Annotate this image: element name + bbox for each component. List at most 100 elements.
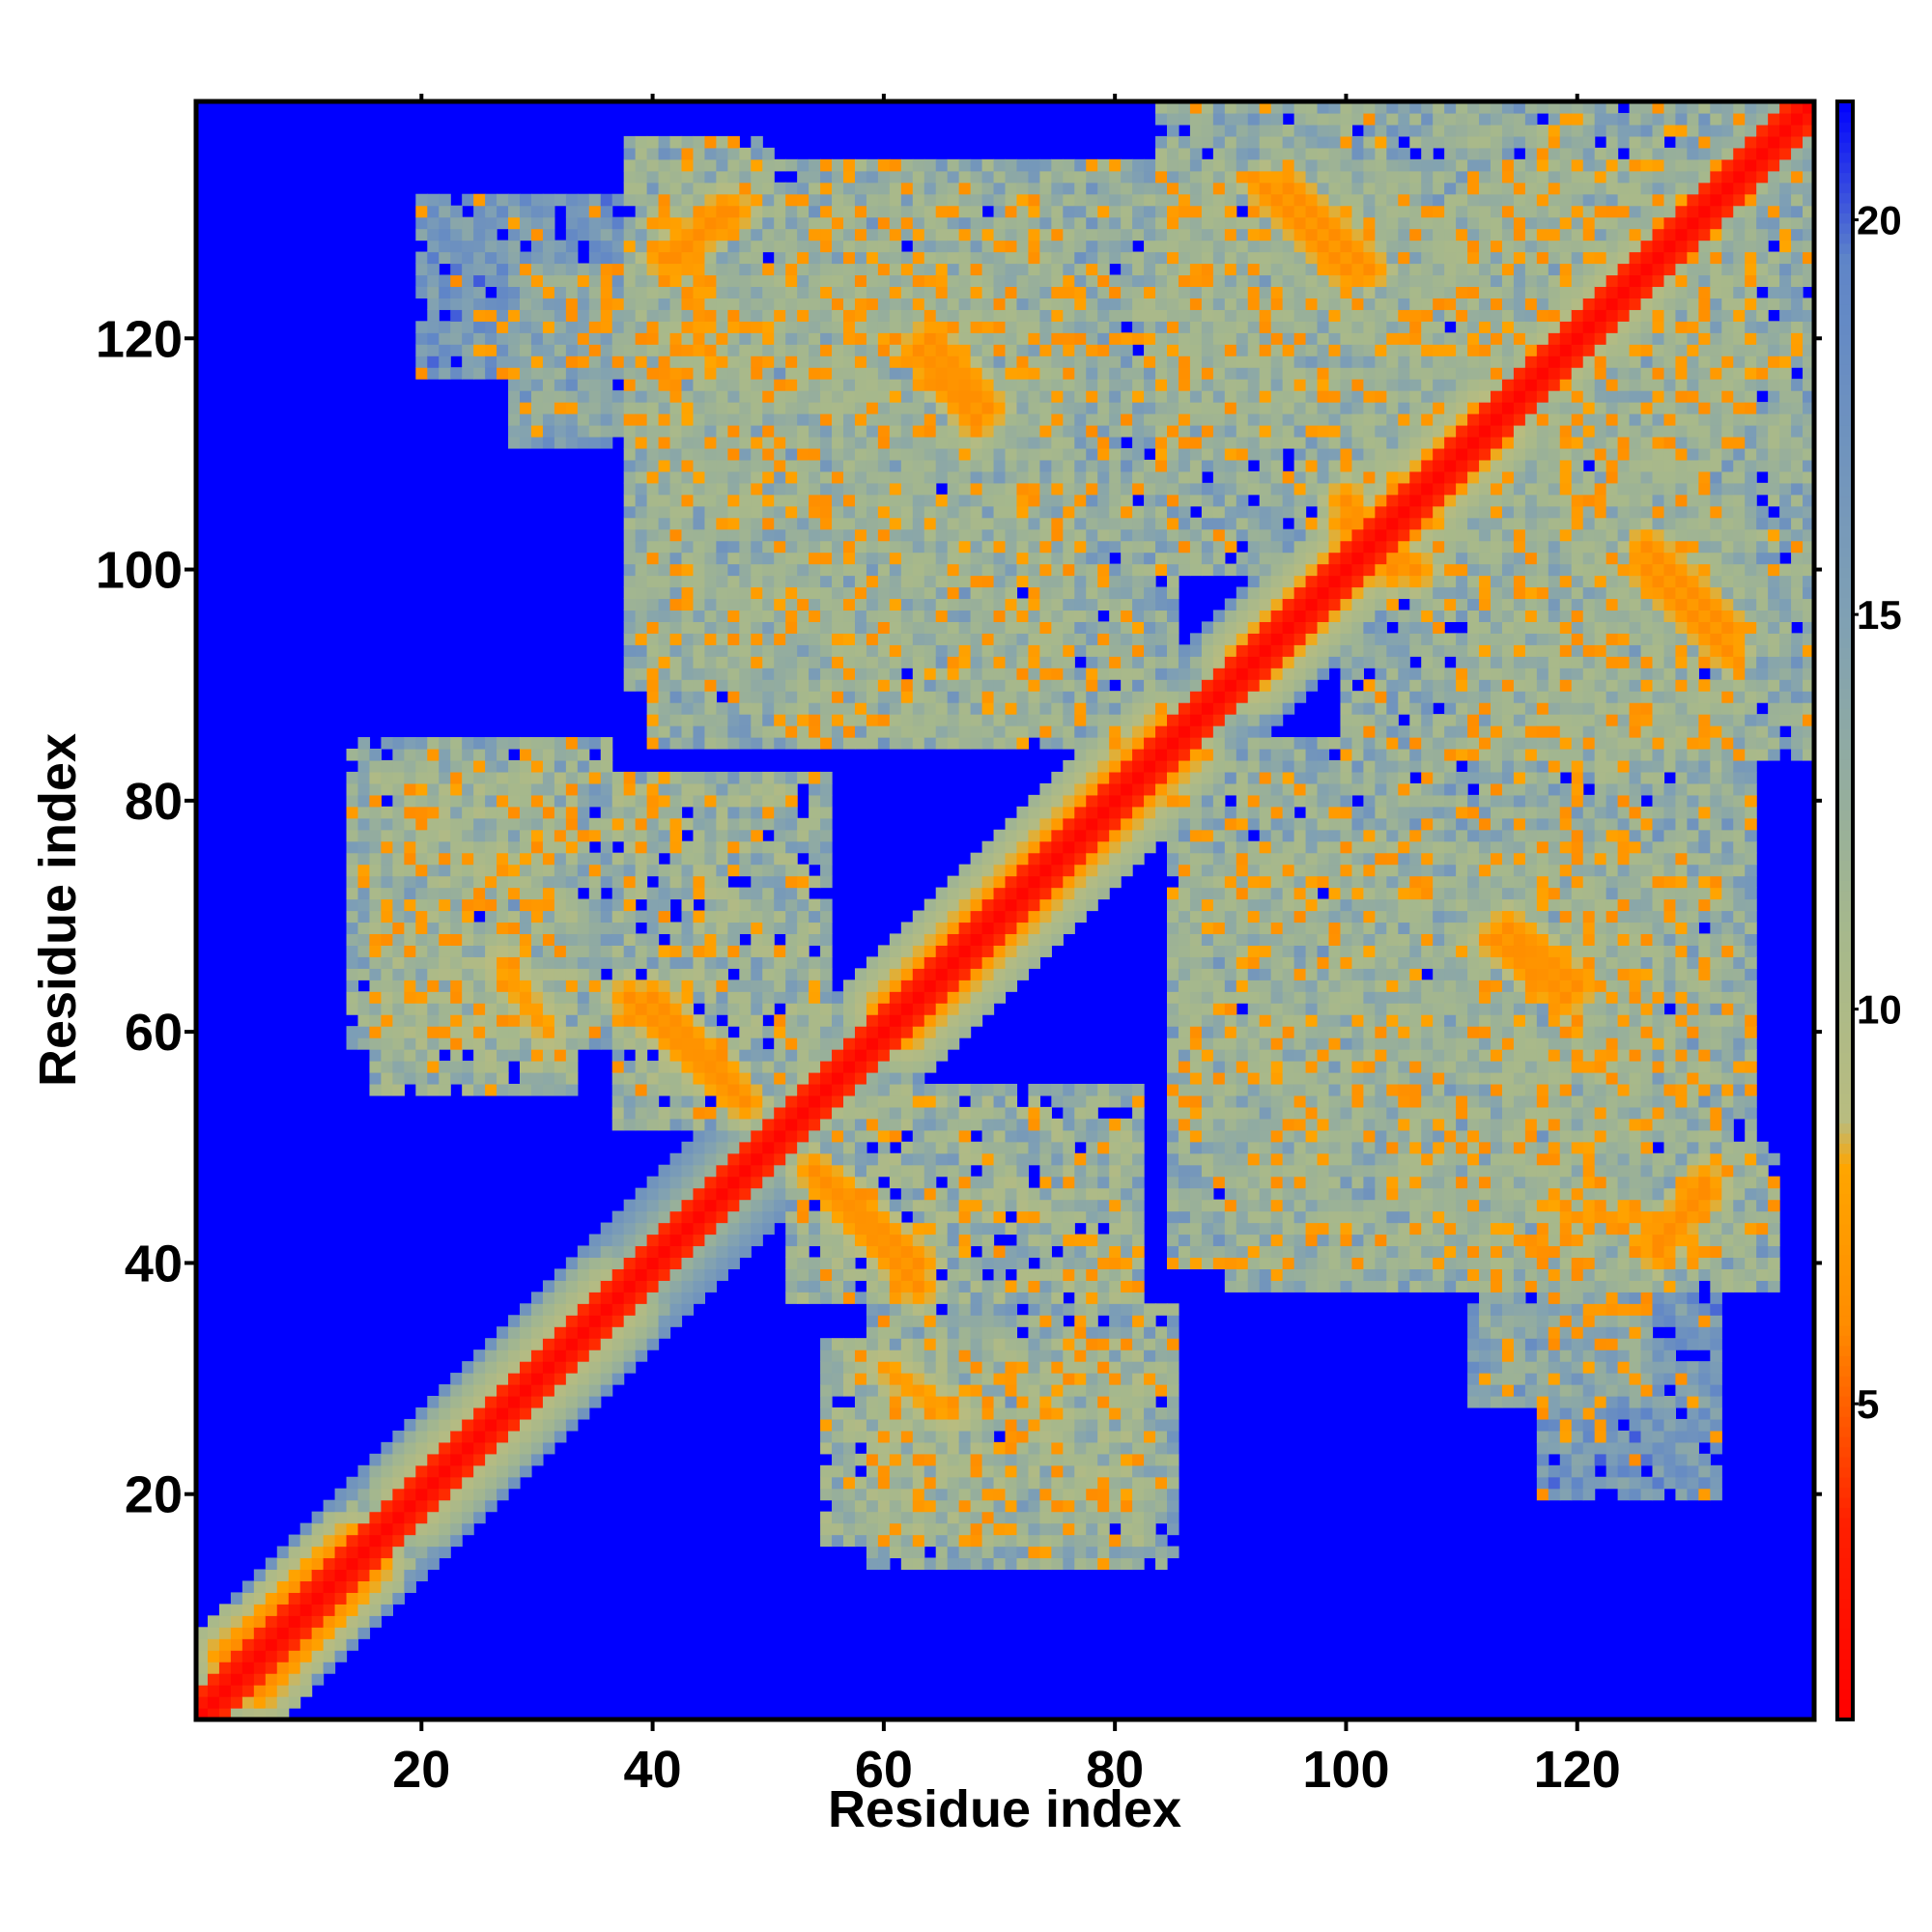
heatmap-cell: [392, 1488, 405, 1501]
heatmap-cell: [820, 332, 833, 345]
heatmap-cell: [739, 563, 752, 577]
heatmap-cell: [716, 298, 728, 310]
heatmap-cell: [392, 1083, 405, 1096]
heatmap-cell: [832, 1268, 844, 1281]
heatmap-cell: [497, 980, 509, 992]
heatmap-cell: [877, 1280, 891, 1293]
heatmap-cell: [762, 898, 775, 912]
heatmap-cell: [439, 1014, 451, 1027]
heatmap-cell: [369, 1003, 383, 1015]
heatmap-cell: [669, 1072, 683, 1085]
heatmap-cell: [669, 1292, 683, 1304]
heatmap-cell: [866, 1373, 879, 1385]
heatmap-cell: [1016, 1499, 1030, 1513]
heatmap-cell: [611, 193, 625, 207]
heatmap-cell: [588, 898, 602, 912]
heatmap-cell: [923, 528, 937, 542]
heatmap-cell: [785, 1257, 798, 1269]
heatmap-cell: [542, 875, 555, 889]
heatmap-cell: [427, 771, 440, 784]
heatmap-cell: [832, 228, 844, 242]
heatmap-cell: [739, 540, 752, 554]
heatmap-cell: [843, 216, 856, 230]
heatmap-cell: [439, 864, 451, 877]
heatmap-cell: [935, 240, 949, 253]
heatmap-cell: [751, 644, 763, 657]
heatmap-cell: [600, 309, 613, 322]
heatmap-cell: [993, 1199, 1007, 1212]
heatmap-cell: [542, 1350, 555, 1362]
heatmap-cell: [646, 840, 660, 854]
heatmap-cell: [681, 910, 695, 923]
heatmap-cell: [866, 1488, 879, 1501]
heatmap-cell: [554, 1049, 567, 1062]
heatmap-cell: [854, 1499, 867, 1513]
heatmap-cell: [565, 402, 579, 414]
heatmap-cell: [809, 182, 821, 195]
heatmap-cell: [1005, 737, 1018, 750]
heatmap-cell: [681, 436, 695, 449]
heatmap-cell: [785, 610, 798, 622]
heatmap-cell: [866, 1268, 879, 1281]
heatmap-cell: [889, 1129, 902, 1143]
heatmap-cell: [462, 1418, 474, 1432]
heatmap-cell: [658, 922, 671, 935]
heatmap-cell: [623, 517, 637, 530]
heatmap-cell: [450, 1522, 463, 1536]
heatmap-cell: [970, 563, 983, 577]
heatmap-cell: [970, 158, 983, 172]
heatmap-cell: [600, 1326, 613, 1339]
heatmap-cell: [1005, 922, 1018, 935]
heatmap-cell: [866, 494, 879, 507]
heatmap-cell: [520, 425, 532, 438]
heatmap-cell: [704, 216, 717, 230]
heatmap-cell: [658, 725, 671, 738]
heatmap-cell: [427, 1511, 440, 1524]
heatmap-cell: [889, 644, 902, 657]
heatmap-cell: [993, 1315, 1007, 1327]
heatmap-cell: [774, 679, 786, 692]
heatmap-cell: [923, 1187, 937, 1201]
heatmap-cell: [947, 1037, 960, 1050]
heatmap-cell: [797, 1187, 810, 1201]
heatmap-cell: [981, 586, 995, 600]
heatmap-cell: [288, 1696, 301, 1709]
heatmap-cell: [970, 228, 983, 242]
heatmap-cell: [774, 794, 786, 808]
heatmap-cell: [462, 968, 474, 980]
heatmap-cell: [635, 494, 648, 507]
heatmap-cell: [658, 216, 671, 230]
heatmap-cell: [357, 759, 371, 773]
heatmap-cell: [681, 1268, 695, 1281]
heatmap-cell: [508, 806, 521, 819]
heatmap-cell: [1016, 806, 1030, 819]
heatmap-cell: [473, 1499, 486, 1513]
heatmap-cell: [554, 817, 567, 831]
heatmap-cell: [635, 991, 648, 1004]
heatmap-cell: [646, 1014, 660, 1027]
heatmap-cell: [669, 459, 683, 472]
heatmap-cell: [415, 1569, 428, 1582]
heatmap-cell: [866, 1534, 879, 1548]
heatmap-cell: [276, 1592, 290, 1605]
heatmap-cell: [993, 355, 1007, 368]
heatmap-cell: [485, 875, 497, 889]
heatmap-cell: [473, 344, 486, 356]
heatmap-cell: [681, 552, 695, 565]
heatmap-cell: [981, 702, 995, 715]
heatmap-cell: [439, 1511, 451, 1524]
heatmap-cell: [727, 898, 740, 912]
heatmap-cell: [843, 1199, 856, 1212]
heatmap-cell: [923, 1534, 937, 1548]
heatmap-cell: [900, 968, 914, 980]
heatmap-cell: [508, 1453, 521, 1466]
heatmap-cell: [520, 968, 532, 980]
heatmap-cell: [716, 563, 728, 577]
heatmap-cell: [369, 1083, 383, 1096]
heatmap-cell: [439, 852, 451, 866]
heatmap-cell: [900, 1257, 914, 1269]
heatmap-cell: [832, 1199, 844, 1212]
heatmap-cell: [797, 575, 810, 588]
heatmap-cell: [299, 1592, 313, 1605]
heatmap-cell: [230, 1615, 243, 1628]
